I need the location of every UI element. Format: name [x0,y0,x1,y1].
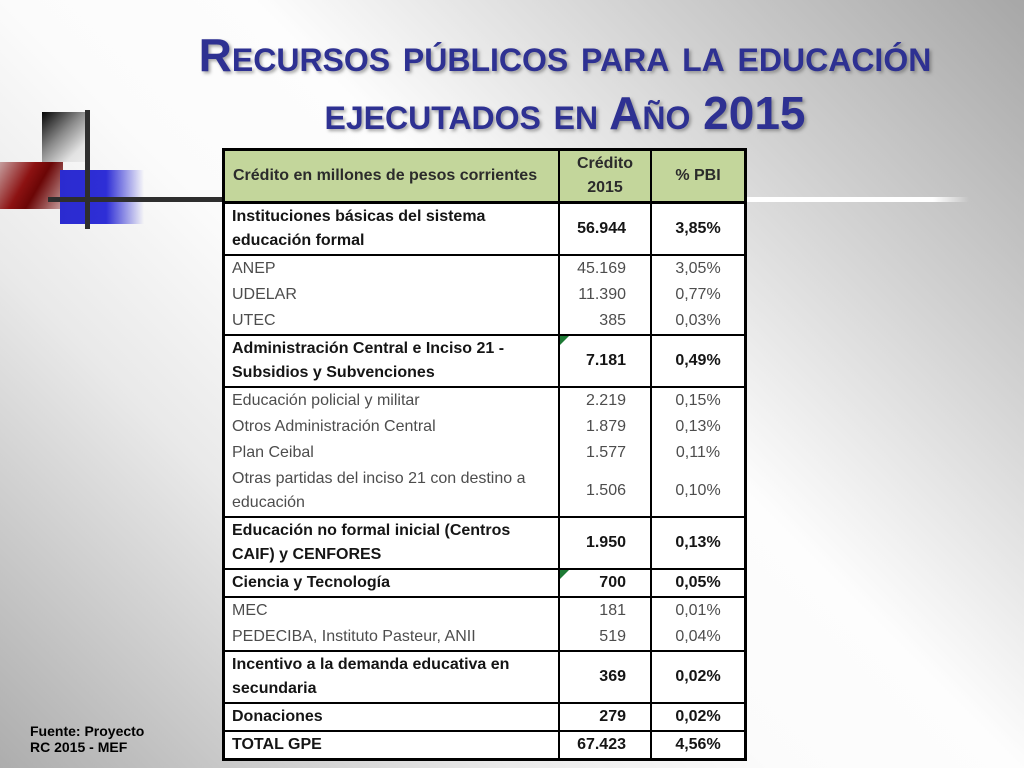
decoration-horizontal-line-dark [48,197,224,202]
row-pbi: 0,02% [650,702,747,731]
row-pbi: 0,49% [650,334,747,387]
row-label: Otros Administración Central [222,414,560,440]
table-row: Otras partidas del inciso 21 con destino… [222,466,747,517]
row-label: UDELAR [222,282,560,308]
table-row: UDELAR 11.390 0,77% [222,282,747,308]
row-label: Instituciones básicas del sistema educac… [222,201,560,255]
row-credito: 519 [558,624,652,651]
table-body: Instituciones básicas del sistema educac… [222,201,747,760]
source-note-line1: Fuente: Proyecto [30,723,145,739]
row-label: UTEC [222,308,560,335]
row-credito: 1.950 [558,516,652,569]
slide-title-line1: Recursos públicos para la educación [198,29,932,81]
row-credito-with-comment-marker: 700 [558,568,652,597]
row-pbi: 0,02% [650,650,747,703]
row-pbi: 0,15% [650,386,747,414]
row-credito: 1.879 [558,414,652,440]
row-pbi: 0,03% [650,308,747,335]
row-pbi: 0,05% [650,568,747,597]
slide-title: Recursos públicos para la educación ejec… [130,26,1000,142]
row-credito: 56.944 [558,201,652,255]
decoration-gray-square [42,112,85,162]
row-pbi: 3,85% [650,201,747,255]
row-label: Ciencia y Tecnología [222,568,560,597]
decoration-vertical-line [85,110,90,229]
row-credito: 1.506 [558,466,652,517]
decoration-horizontal-line-white [731,197,969,202]
row-label: Administración Central e Inciso 21 - Sub… [222,334,560,387]
row-label: Plan Ceibal [222,440,560,466]
row-label: Educación policial y militar [222,386,560,414]
table-row: Educación no formal inicial (Centros CAI… [222,516,747,569]
row-credito: 1.577 [558,440,652,466]
row-label: Incentivo a la demanda educativa en secu… [222,650,560,703]
education-resources-table: Crédito en millones de pesos corrientes … [222,148,747,761]
table-row: Instituciones básicas del sistema educac… [222,201,747,255]
row-label: Otras partidas del inciso 21 con destino… [222,466,560,517]
table-row: ANEP 45.169 3,05% [222,254,747,282]
row-credito-with-comment-marker: 7.181 [558,334,652,387]
row-credito: 385 [558,308,652,335]
row-credito: 45.169 [558,254,652,282]
table-row: Administración Central e Inciso 21 - Sub… [222,334,747,387]
row-credito: 181 [558,596,652,624]
header-cell-credito: Crédito 2015 [558,149,652,204]
row-pbi: 0,01% [650,596,747,624]
table-row: Plan Ceibal 1.577 0,11% [222,440,747,466]
header-cell-pbi: % PBI [650,149,747,204]
table-row: Ciencia y Tecnología 700 0,05% [222,568,747,597]
row-label: PEDECIBA, Instituto Pasteur, ANII [222,624,560,651]
row-label: Donaciones [222,702,560,731]
header-cell-concept: Crédito en millones de pesos corrientes [222,149,560,204]
row-credito: 369 [558,650,652,703]
table-row: PEDECIBA, Instituto Pasteur, ANII 519 0,04… [222,624,747,651]
table-row: TOTAL GPE 67.423 4,56% [222,730,747,760]
slide-title-line2: ejecutados en Año 2015 [324,87,806,139]
row-pbi: 4,56% [650,730,747,760]
table-row: MEC 181 0,01% [222,596,747,624]
table-row: UTEC 385 0,03% [222,308,747,335]
table-row: Incentivo a la demanda educativa en secu… [222,650,747,703]
table-header-row: Crédito en millones de pesos corrientes … [222,149,747,204]
row-pbi: 0,77% [650,282,747,308]
row-pbi: 0,13% [650,414,747,440]
row-credito: 11.390 [558,282,652,308]
row-label: TOTAL GPE [222,730,560,760]
source-note-line2: RC 2015 - MEF [30,739,128,755]
row-label: Educación no formal inicial (Centros CAI… [222,516,560,569]
row-label: MEC [222,596,560,624]
row-credito: 279 [558,702,652,731]
table-row: Educación policial y militar 2.219 0,15% [222,386,747,414]
row-pbi: 0,13% [650,516,747,569]
row-pbi: 0,11% [650,440,747,466]
table-row: Donaciones 279 0,02% [222,702,747,731]
row-credito: 67.423 [558,730,652,760]
row-pbi: 0,04% [650,624,747,651]
row-pbi: 0,10% [650,466,747,517]
source-note: Fuente: Proyecto RC 2015 - MEF [30,723,144,755]
row-label: ANEP [222,254,560,282]
table-row: Otros Administración Central 1.879 0,13% [222,414,747,440]
table-header: Crédito en millones de pesos corrientes … [222,149,747,204]
row-pbi: 3,05% [650,254,747,282]
row-credito: 2.219 [558,386,652,414]
